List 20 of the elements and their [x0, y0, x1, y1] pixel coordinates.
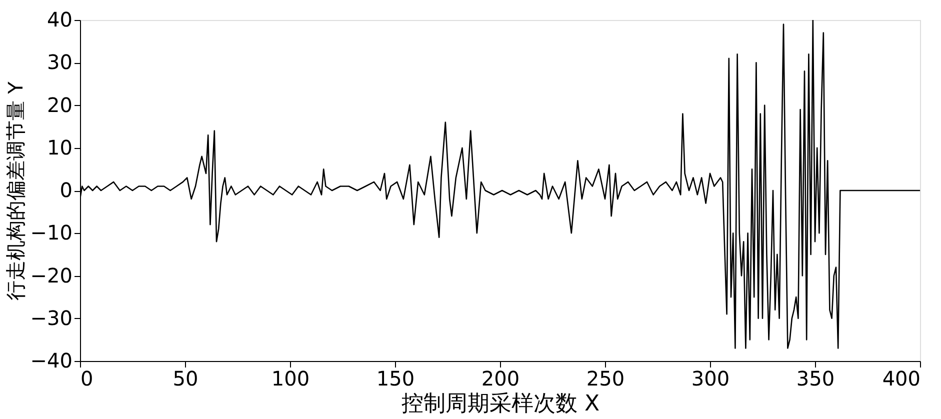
- y-tick-label: 0: [60, 178, 72, 202]
- y-axis-title: 行走机构的偏差调节量 Y: [3, 80, 28, 300]
- y-tick-label: 30: [47, 50, 72, 74]
- x-tick-label: 0: [80, 366, 94, 390]
- y-tick-label: −30: [30, 306, 72, 330]
- x-tick-label: 350: [796, 366, 835, 390]
- y-tick-label: 10: [47, 135, 72, 160]
- y-tick-label: −10: [30, 220, 72, 245]
- x-tick-label: 300: [691, 366, 730, 390]
- y-tick-label: 40: [47, 8, 72, 32]
- x-axis-title: 控制周期采样次数 X: [401, 392, 600, 416]
- y-tick-label: 20: [47, 92, 72, 117]
- x-tick-label: 150: [376, 366, 415, 390]
- x-tick-label: 200: [481, 366, 520, 390]
- y-tick-label: −40: [30, 348, 72, 372]
- y-tick-label: −20: [30, 263, 72, 288]
- x-tick-label: 100: [271, 366, 310, 390]
- x-tick-label: 250: [586, 366, 625, 390]
- x-tick-label: 400: [882, 366, 920, 390]
- x-tick-label: 50: [172, 366, 198, 390]
